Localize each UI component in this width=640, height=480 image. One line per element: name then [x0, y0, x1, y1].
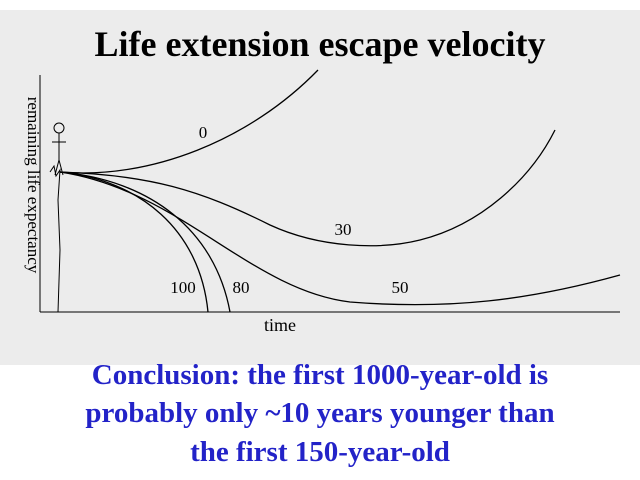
title: Life extension escape velocity [95, 24, 546, 64]
curve-label: 100 [170, 278, 196, 297]
curve-label: 0 [199, 123, 208, 142]
curve [59, 171, 209, 313]
curve [59, 171, 621, 306]
chart-panel [0, 10, 640, 365]
curve-label: 30 [335, 220, 352, 239]
x-axis-label: time [264, 315, 296, 335]
curve-label: 80 [233, 278, 250, 297]
y-axis-label: remaining life expectancy [24, 97, 43, 274]
conclusion-line: probably only ~10 years younger than [85, 397, 554, 429]
conclusion-line: the first 150-year-old [190, 436, 450, 468]
curve-label: 50 [392, 278, 409, 297]
curve [59, 171, 231, 313]
curve [59, 129, 556, 247]
conclusion-line: Conclusion: the first 1000-year-old is [92, 359, 548, 391]
curve [59, 69, 319, 174]
